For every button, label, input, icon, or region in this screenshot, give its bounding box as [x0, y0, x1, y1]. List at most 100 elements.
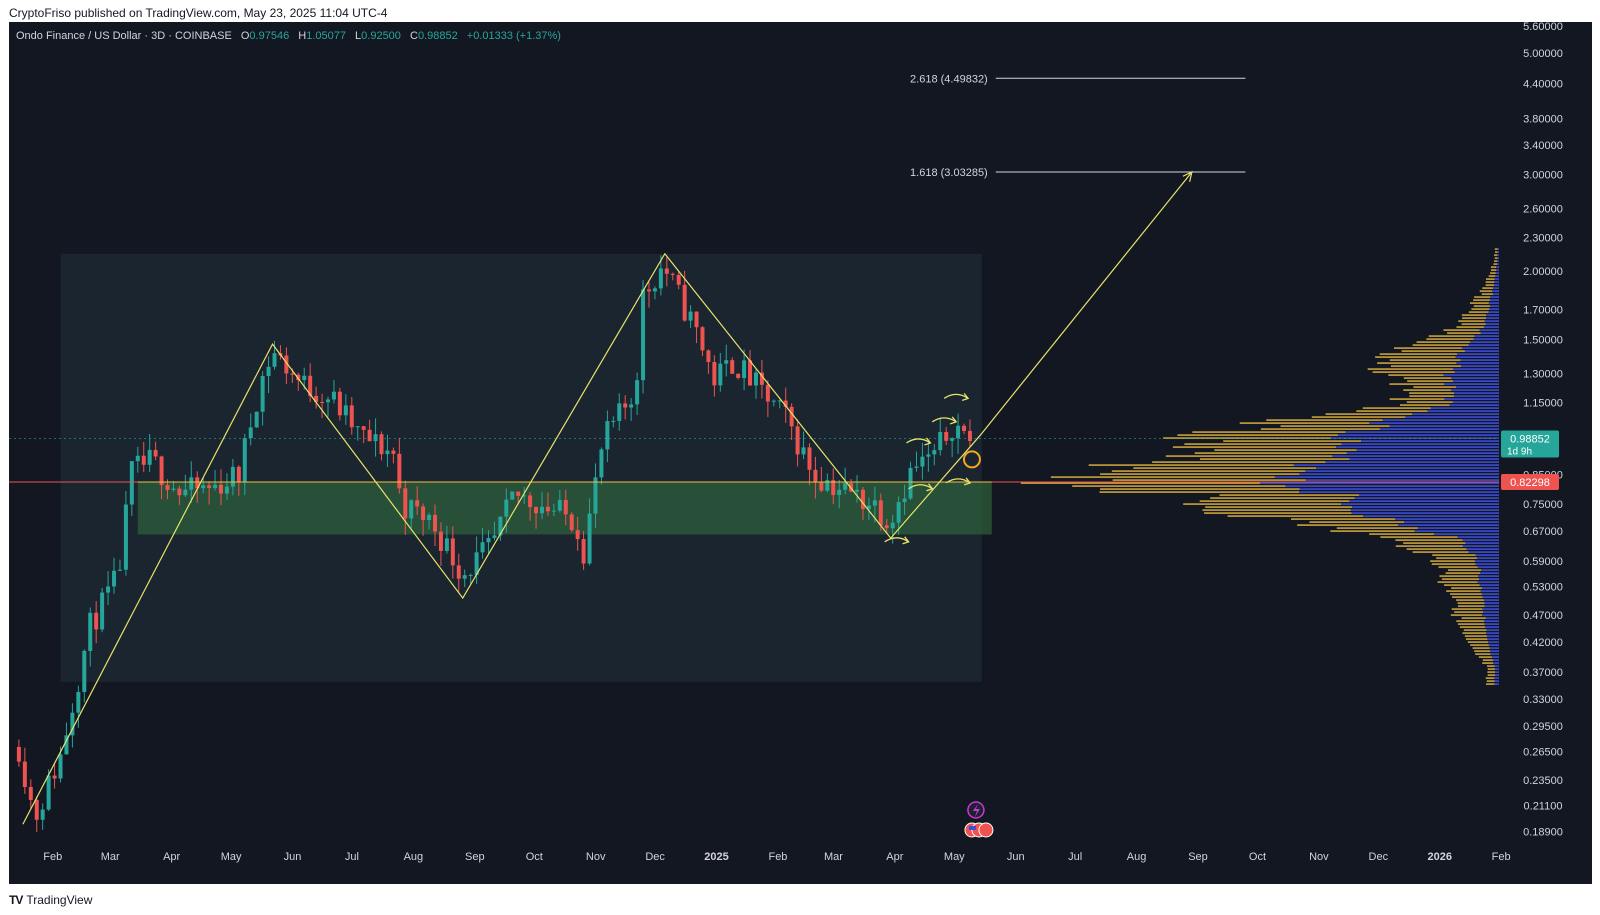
volume-profile-bar-blue	[1484, 602, 1499, 604]
volume-profile-bar-blue	[1492, 290, 1499, 292]
candle-up	[331, 391, 336, 400]
tradingview-logo-icon: TV	[9, 893, 23, 907]
candle-up	[629, 404, 634, 408]
curved-arrow-head	[902, 536, 910, 545]
volume-profile-bar-gold	[1443, 329, 1480, 331]
tradingview-logo[interactable]: TV TradingView	[9, 893, 92, 907]
symbol-title[interactable]: Ondo Finance / US Dollar · 3D · COINBASE	[16, 30, 232, 42]
volume-profile-bar-blue	[1493, 662, 1499, 664]
volume-profile-bar-blue	[1345, 431, 1499, 433]
candle-up	[504, 499, 509, 517]
candle-up	[801, 447, 806, 455]
volume-profile-bar-blue	[1491, 656, 1499, 658]
volume-profile-bar-blue	[1369, 422, 1499, 424]
volume-profile-bar-blue	[1430, 407, 1499, 409]
price-axis-tick-label: 0.53000	[1523, 582, 1563, 594]
volume-profile-bar-gold	[1461, 617, 1486, 619]
volume-profile-bar-blue	[1341, 503, 1499, 505]
candle-down	[581, 539, 586, 564]
candle-down	[320, 402, 325, 404]
candle-down	[676, 274, 681, 285]
chart-frame[interactable]: 2.618 (4.49832) 1.618 (3.03285) 5.60000 5.0…	[9, 22, 1592, 884]
volume-profile-bar-gold	[1291, 518, 1396, 520]
price-axis-tick-label: 0.37000	[1523, 667, 1563, 679]
price-axis-tick-label: 5.00000	[1523, 48, 1563, 60]
candle-down	[421, 506, 426, 521]
candle-up	[635, 380, 640, 405]
volume-profile-bar-blue	[1482, 587, 1499, 589]
volume-profile-bar-blue	[1475, 563, 1499, 565]
volume-profile-bar-blue	[1346, 452, 1499, 454]
volume-profile-bar-gold	[1239, 422, 1370, 424]
volume-profile-bar-gold	[1452, 596, 1483, 598]
candle-up	[724, 360, 729, 364]
volume-profile-bar-gold	[1330, 530, 1415, 532]
open-label: O	[240, 30, 250, 42]
price-chart[interactable]: 2.618 (4.49832) 1.618 (3.03285) 5.60000 5.0…	[9, 22, 1592, 884]
volume-profile-bar-gold	[1401, 350, 1465, 352]
close-label: C	[409, 30, 418, 42]
candle-down	[450, 538, 455, 566]
volume-profile-bar-blue	[1480, 572, 1499, 574]
volume-profile-bar-blue	[1489, 308, 1499, 310]
volume-profile-bar-gold	[1458, 320, 1485, 322]
candle-down	[569, 514, 574, 531]
candle-down	[219, 484, 224, 494]
low-value: 0.92500	[361, 30, 401, 42]
volume-profile-bar-blue	[1351, 512, 1499, 514]
volume-profile-bar-blue	[1479, 578, 1499, 580]
candle-up	[617, 403, 622, 421]
candle-down	[195, 477, 200, 489]
volume-profile-bar-gold	[1447, 332, 1481, 334]
volume-profile-bar-blue	[1349, 458, 1499, 460]
volume-profile-bar-blue	[1464, 350, 1499, 352]
candle-up	[872, 500, 877, 506]
volume-profile-bar-gold	[1490, 269, 1497, 271]
volume-profile-bar-gold	[1202, 509, 1351, 511]
candle-up	[117, 569, 122, 571]
volume-profile-bar-blue	[1462, 539, 1499, 541]
volume-profile-bar-blue	[1495, 668, 1499, 670]
candle-up	[902, 498, 907, 503]
volume-profile-bar-gold	[1309, 521, 1405, 523]
volume-profile-bar-blue	[1427, 410, 1499, 412]
candle-up	[522, 495, 527, 497]
volume-profile-bar-blue	[1488, 644, 1499, 646]
zigzag-pattern-line	[22, 252, 981, 825]
time-axis-tick-label: Apr	[886, 851, 903, 863]
volume-profile-bar-gold	[1456, 326, 1485, 328]
volume-profile-bar-blue	[1455, 356, 1499, 358]
candle-down	[819, 482, 824, 491]
volume-profile-bar-gold	[1194, 452, 1347, 454]
time-axis-tick-label: Jun	[1007, 851, 1025, 863]
volume-profile-bar-blue	[1477, 581, 1499, 583]
candle-down	[34, 799, 39, 820]
volume-profile-bar-gold	[1474, 296, 1491, 298]
volume-profile-bar-blue	[1495, 275, 1499, 277]
candle-up	[82, 650, 87, 692]
price-axis-tick-label: 5.60000	[1523, 22, 1563, 33]
time-axis-tick-label: 2026	[1428, 851, 1452, 863]
time-axis-tick-label: Feb	[768, 851, 787, 863]
volume-profile-bar-blue	[1389, 425, 1499, 427]
volume-profile-bar-gold	[1473, 299, 1490, 301]
volume-profile-bar-gold	[1100, 473, 1300, 475]
candle-up	[183, 489, 188, 496]
candle-up	[468, 574, 473, 576]
volume-profile-bar-blue	[1486, 317, 1499, 319]
volume-profile-bar-blue	[1474, 335, 1499, 337]
candle-down	[534, 507, 539, 514]
volume-profile-bar-gold	[1487, 665, 1495, 667]
time-axis-tick-label: Nov	[1309, 851, 1329, 863]
volume-profile-bar-gold	[1485, 278, 1495, 280]
lightning-icon-bolt	[972, 804, 980, 817]
candle-down	[438, 531, 443, 551]
volume-profile-bar-gold	[1456, 599, 1484, 601]
volume-profile-bar-gold	[1266, 419, 1383, 421]
volume-profile-bar-blue	[1484, 623, 1499, 625]
volume-profile-bar-blue	[1488, 302, 1499, 304]
volume-profile-bar-blue	[1485, 323, 1499, 325]
volume-profile-bar-gold	[1099, 491, 1300, 493]
volume-profile-bar-gold	[1389, 359, 1461, 361]
volume-profile-bar-blue	[1465, 542, 1499, 544]
